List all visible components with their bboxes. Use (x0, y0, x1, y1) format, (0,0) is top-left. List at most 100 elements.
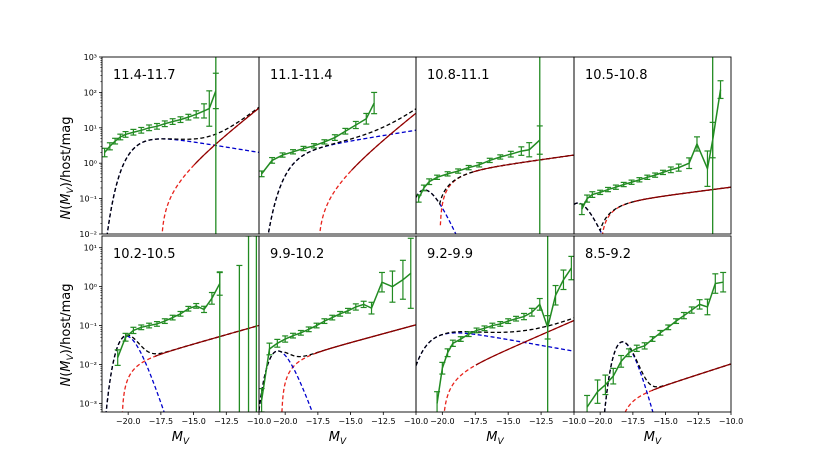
y-tick-label: 10¹ (84, 244, 97, 253)
x-tick-label: −20.0 (273, 417, 298, 426)
faint-model-overlay (350, 112, 416, 172)
x-tick-label: −12.5 (371, 417, 396, 426)
x-tick-label: −17.5 (621, 417, 646, 426)
x-tick-label: −10.0 (247, 417, 272, 426)
x-tick-label: −15.0 (653, 417, 678, 426)
panel-label: 9.2-9.9 (427, 247, 473, 262)
y-axis-label: N(MV)/host/mag (59, 284, 76, 387)
plot-area (416, 236, 574, 412)
plot-area (416, 57, 574, 234)
x-tick-label: −10.0 (719, 417, 744, 426)
panel-label: 10.2-10.5 (113, 247, 176, 262)
panel-label: 10.5-10.8 (585, 68, 648, 83)
x-tick-label: −20.0 (430, 417, 455, 426)
x-tick-label: −17.5 (149, 417, 174, 426)
bright-model-line (105, 335, 165, 412)
plot-area (259, 237, 416, 412)
data-line (436, 267, 572, 404)
panel-label: 9.9-10.2 (270, 247, 324, 262)
y-tick-label: 10⁻² (79, 230, 97, 239)
y-tick-label: 10³ (84, 53, 97, 62)
bright-model-line (416, 332, 574, 366)
panel-frame (258, 56, 417, 235)
total-model-line (416, 317, 574, 366)
faint-model-line (161, 107, 259, 234)
x-tick-label: −15.0 (496, 417, 521, 426)
panel-9.9-10.2: 9.9-10.2 −20.0 −17.5 −15.0 −12.5 −10.0 (258, 235, 429, 426)
plot-area (105, 236, 259, 412)
data-line (117, 283, 221, 358)
panel-10.8-11.1: 10.8-11.1 (415, 56, 575, 235)
y-tick-label: 10⁻¹ (79, 322, 97, 331)
y-tick-label: 10⁻³ (79, 399, 97, 408)
faint-model-line (121, 324, 259, 412)
panel-10.5-10.8: 10.5-10.8 (573, 56, 732, 235)
y-tick-label: 10¹ (84, 124, 97, 133)
faint-model-line (281, 324, 416, 412)
y-tick-label: 10⁰ (84, 283, 97, 292)
x-tick-label: −12.5 (686, 417, 711, 426)
total-model-line (267, 108, 416, 234)
panel-frame (415, 56, 575, 235)
data-line (586, 281, 724, 408)
panels: 11.4-11.7 10⁻² 10⁻¹ 10⁰ 10¹ 10² 10³ 11.1-11.4 10… (79, 53, 744, 426)
x-axis-label: MV (486, 430, 504, 447)
faint-model-line (439, 154, 574, 226)
faint-model-overlay (473, 154, 574, 173)
panel-10.2-10.5: 10.2-10.5 10⁻³ 10⁻² 10⁻¹ 10⁰ 10¹ −20.0 −17.5 −15… (79, 235, 272, 426)
plot-area (574, 57, 731, 234)
faint-model-overlay (154, 324, 259, 357)
plot-area (584, 271, 731, 412)
bright-model-line (267, 129, 416, 234)
x-tick-label: −17.5 (306, 417, 331, 426)
panel-9.2-9.9: 9.2-9.9 −20.0 −17.5 −15.0 −12.5 −10.0 (415, 235, 587, 426)
x-tick-label: −17.5 (463, 417, 488, 426)
total-model-line (106, 106, 259, 234)
x-tick-label: −10.0 (562, 417, 587, 426)
panel-label: 11.4-11.7 (113, 68, 176, 83)
x-tick-label: −12.5 (214, 417, 239, 426)
panel-label: 10.8-11.1 (427, 68, 490, 83)
panel-frame (573, 235, 732, 413)
faint-model-overlay (651, 363, 731, 392)
faint-model-overlay (475, 319, 574, 366)
x-tick-label: −20.0 (588, 417, 613, 426)
data-line (261, 102, 375, 175)
panel-frame (258, 235, 417, 413)
y-tick-label: 10² (84, 88, 97, 97)
x-tick-label: −10.0 (404, 417, 429, 426)
panel-frame (101, 56, 260, 235)
y-tick-label: 10⁻² (79, 360, 97, 369)
data-line (260, 272, 412, 401)
x-tick-label: −15.0 (338, 417, 363, 426)
faint-model-overlay (193, 107, 259, 166)
data-line (104, 90, 217, 154)
bright-model-line (416, 189, 457, 234)
x-axis-label: MV (644, 430, 662, 447)
faint-model-line (319, 112, 416, 234)
data-line (417, 139, 541, 199)
panel-11.4-11.7: 11.4-11.7 10⁻² 10⁻¹ 10⁰ 10¹ 10² 10³ (79, 53, 260, 239)
data-line (581, 89, 722, 210)
faint-model-overlay (633, 186, 731, 203)
x-axis-labels: MV MV MV MV (172, 430, 662, 447)
panel-label: 8.5-9.2 (585, 247, 631, 262)
panel-label: 11.1-11.4 (270, 68, 333, 83)
panel-11.1-11.4: 11.1-11.4 (258, 56, 417, 235)
y-tick-label: 10⁰ (84, 159, 97, 168)
plot-area (102, 57, 259, 234)
x-axis-label: MV (329, 430, 347, 447)
panel-8.5-9.2: 8.5-9.2 −20.0 −17.5 −15.0 −12.5 −10.0 (573, 235, 744, 426)
x-tick-label: −20.0 (116, 417, 141, 426)
y-tick-label: 10⁻¹ (79, 195, 97, 204)
bright-model-line (259, 350, 313, 412)
x-axis-label: MV (172, 430, 190, 447)
panel-frame (573, 56, 732, 235)
y-axis-label: N(MV)/host/mag (59, 117, 76, 220)
x-tick-label: −12.5 (529, 417, 554, 426)
faint-model-overlay (314, 324, 416, 355)
plot-area (259, 91, 416, 234)
x-tick-label: −15.0 (181, 417, 206, 426)
bright-model-line (106, 138, 259, 234)
